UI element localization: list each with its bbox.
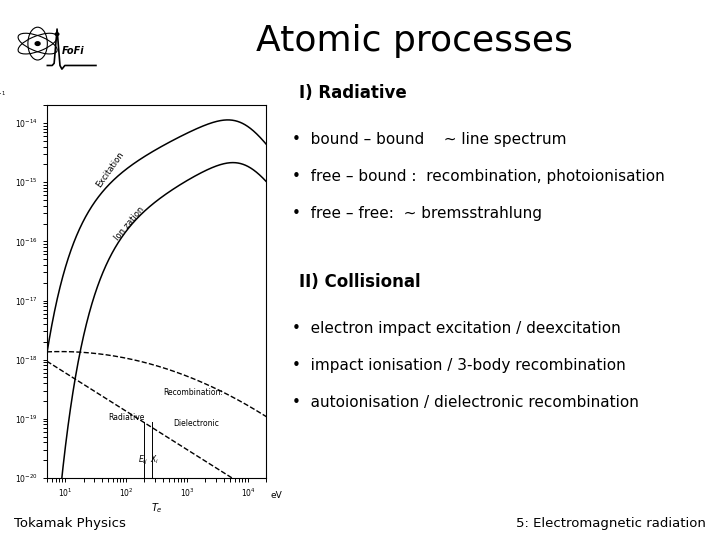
Circle shape <box>55 33 59 36</box>
Text: •  free – free:  ~ bremsstrahlung: • free – free: ~ bremsstrahlung <box>292 206 541 221</box>
Text: FoFi: FoFi <box>62 46 85 56</box>
Text: Ion zation: Ion zation <box>112 205 146 242</box>
Text: $\langle\sigma v\rangle$: $\langle\sigma v\rangle$ <box>0 315 1 328</box>
Text: $X_i$: $X_i$ <box>150 454 159 467</box>
Text: 5: Electromagnetic radiation: 5: Electromagnetic radiation <box>516 517 706 530</box>
Text: $E_{ij}$: $E_{ij}$ <box>138 454 148 467</box>
Text: II) Collisional: II) Collisional <box>299 273 420 291</box>
Text: Dielectronic: Dielectronic <box>174 418 220 428</box>
Text: •  bound – bound    ~ line spectrum: • bound – bound ~ line spectrum <box>292 132 566 147</box>
Text: I) Radiative: I) Radiative <box>299 84 407 102</box>
Text: Tokamak Physics: Tokamak Physics <box>14 517 126 530</box>
Text: Recombination:: Recombination: <box>163 388 222 397</box>
Text: $m^3 s^{-1}$: $m^3 s^{-1}$ <box>0 89 6 102</box>
Text: Radiative: Radiative <box>108 413 144 422</box>
Circle shape <box>35 42 40 45</box>
Text: •  electron impact excitation / deexcitation: • electron impact excitation / deexcitat… <box>292 321 621 336</box>
Text: •  impact ionisation / 3-body recombination: • impact ionisation / 3-body recombinati… <box>292 358 626 373</box>
X-axis label: $T_e$: $T_e$ <box>150 501 163 515</box>
Text: Atomic processes: Atomic processes <box>256 24 572 58</box>
Text: •  autoionisation / dielectronic recombination: • autoionisation / dielectronic recombin… <box>292 395 639 410</box>
Text: •  free – bound :  recombination, photoionisation: • free – bound : recombination, photoion… <box>292 169 665 184</box>
Text: Excitation: Excitation <box>94 150 125 190</box>
Text: eV: eV <box>271 491 282 500</box>
